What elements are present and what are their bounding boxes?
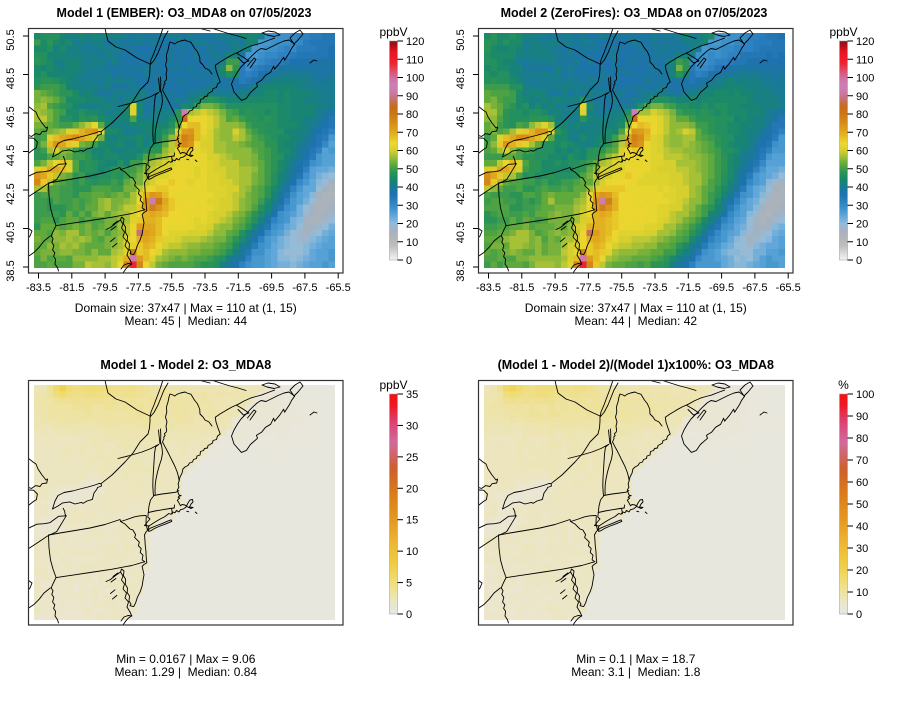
svg-text:(Model 1 - Model 2)/(Model 1)x: (Model 1 - Model 2)/(Model 1)x100%: O3_M… — [498, 358, 774, 372]
svg-text:Model 1 (EMBER): O3_MDA8 on 07: Model 1 (EMBER): O3_MDA8 on 07/05/2023 — [57, 6, 312, 20]
svg-text:30: 30 — [856, 543, 868, 555]
svg-text:20: 20 — [856, 565, 868, 577]
svg-text:-67.5: -67.5 — [742, 282, 767, 294]
svg-text:42.5: 42.5 — [5, 183, 17, 204]
svg-text:Min = 0.0167 | Max = 9.06: Min = 0.0167 | Max = 9.06 — [116, 652, 256, 666]
svg-text:100: 100 — [856, 73, 874, 85]
svg-text:80: 80 — [856, 109, 868, 121]
svg-text:10: 10 — [406, 237, 418, 249]
svg-text:Min = 0.1 | Max = 18.7: Min = 0.1 | Max = 18.7 — [576, 652, 696, 666]
svg-text:%: % — [838, 378, 849, 392]
svg-text:70: 70 — [856, 455, 868, 467]
svg-text:-75.5: -75.5 — [609, 282, 634, 294]
svg-text:80: 80 — [406, 109, 418, 121]
svg-text:-69.5: -69.5 — [259, 282, 284, 294]
svg-text:-81.5: -81.5 — [509, 282, 534, 294]
svg-text:ppbV: ppbV — [829, 25, 857, 39]
svg-text:20: 20 — [406, 219, 418, 231]
svg-text:80: 80 — [856, 433, 868, 445]
svg-text:110: 110 — [406, 54, 424, 66]
svg-text:Mean: 44 | Median: 42: Mean: 44 | Median: 42 — [575, 314, 698, 328]
svg-text:-71.5: -71.5 — [676, 282, 701, 294]
svg-text:44.5: 44.5 — [455, 145, 467, 166]
svg-text:-83.5: -83.5 — [476, 282, 501, 294]
svg-text:46.5: 46.5 — [5, 106, 17, 127]
svg-text:38.5: 38.5 — [5, 260, 17, 281]
svg-text:-83.5: -83.5 — [26, 282, 51, 294]
svg-text:40: 40 — [856, 182, 868, 194]
svg-text:-65.5: -65.5 — [776, 282, 801, 294]
svg-text:10: 10 — [856, 237, 868, 249]
svg-text:40.5: 40.5 — [5, 222, 17, 243]
svg-text:120: 120 — [406, 36, 424, 48]
svg-text:100: 100 — [406, 73, 424, 85]
svg-text:-81.5: -81.5 — [59, 282, 84, 294]
svg-text:-69.5: -69.5 — [709, 282, 734, 294]
svg-text:100: 100 — [856, 389, 874, 401]
svg-text:40.5: 40.5 — [455, 222, 467, 243]
svg-text:0: 0 — [856, 609, 862, 621]
svg-text:50: 50 — [856, 499, 868, 511]
svg-text:-73.5: -73.5 — [192, 282, 217, 294]
svg-text:-77.5: -77.5 — [126, 282, 151, 294]
svg-text:110: 110 — [856, 54, 874, 66]
svg-text:38.5: 38.5 — [455, 260, 467, 281]
svg-text:70: 70 — [406, 127, 418, 139]
svg-text:ppbV: ppbV — [379, 25, 407, 39]
svg-text:-73.5: -73.5 — [642, 282, 667, 294]
svg-text:46.5: 46.5 — [455, 106, 467, 127]
svg-text:10: 10 — [406, 546, 418, 558]
svg-text:70: 70 — [856, 127, 868, 139]
svg-text:30: 30 — [406, 420, 418, 432]
svg-text:-77.5: -77.5 — [576, 282, 601, 294]
svg-text:30: 30 — [856, 200, 868, 212]
svg-text:-79.5: -79.5 — [543, 282, 568, 294]
svg-text:0: 0 — [856, 255, 862, 267]
svg-text:120: 120 — [856, 36, 874, 48]
svg-text:50: 50 — [406, 164, 418, 176]
svg-text:20: 20 — [856, 219, 868, 231]
svg-text:0: 0 — [406, 609, 412, 621]
svg-text:50.5: 50.5 — [455, 29, 467, 50]
svg-text:42.5: 42.5 — [455, 183, 467, 204]
svg-text:15: 15 — [406, 515, 418, 527]
svg-text:48.5: 48.5 — [5, 68, 17, 89]
svg-text:48.5: 48.5 — [455, 68, 467, 89]
svg-text:60: 60 — [856, 477, 868, 489]
svg-text:Mean: 1.29 | Median: 0.84: Mean: 1.29 | Median: 0.84 — [115, 665, 258, 679]
svg-text:-79.5: -79.5 — [93, 282, 118, 294]
svg-text:50: 50 — [856, 164, 868, 176]
svg-text:90: 90 — [856, 411, 868, 423]
svg-text:50.5: 50.5 — [5, 29, 17, 50]
svg-text:-71.5: -71.5 — [226, 282, 251, 294]
svg-text:40: 40 — [856, 521, 868, 533]
svg-text:ppbV: ppbV — [379, 378, 407, 392]
svg-text:40: 40 — [406, 182, 418, 194]
svg-text:60: 60 — [856, 146, 868, 158]
svg-text:5: 5 — [406, 578, 412, 590]
svg-text:90: 90 — [856, 91, 868, 103]
svg-text:Model 1 - Model 2: O3_MDA8: Model 1 - Model 2: O3_MDA8 — [100, 358, 271, 372]
svg-text:Mean: 3.1 | Median: 1.8: Mean: 3.1 | Median: 1.8 — [571, 665, 701, 679]
svg-text:Domain size: 37x47 | Max = 110: Domain size: 37x47 | Max = 110 at (1, 15… — [525, 301, 747, 315]
svg-text:44.5: 44.5 — [5, 145, 17, 166]
svg-text:Mean: 45 | Median: 44: Mean: 45 | Median: 44 — [125, 314, 248, 328]
svg-text:-65.5: -65.5 — [326, 282, 351, 294]
svg-text:-67.5: -67.5 — [292, 282, 317, 294]
svg-text:35: 35 — [406, 389, 418, 401]
svg-text:0: 0 — [406, 255, 412, 267]
svg-text:Model 2 (ZeroFires): O3_MDA8 o: Model 2 (ZeroFires): O3_MDA8 on 07/05/20… — [501, 6, 768, 20]
svg-text:60: 60 — [406, 146, 418, 158]
svg-text:90: 90 — [406, 91, 418, 103]
svg-text:Domain size: 37x47 | Max = 110: Domain size: 37x47 | Max = 110 at (1, 15… — [75, 301, 297, 315]
svg-text:30: 30 — [406, 200, 418, 212]
svg-text:10: 10 — [856, 587, 868, 599]
svg-text:-75.5: -75.5 — [159, 282, 184, 294]
svg-text:25: 25 — [406, 452, 418, 464]
svg-text:20: 20 — [406, 483, 418, 495]
